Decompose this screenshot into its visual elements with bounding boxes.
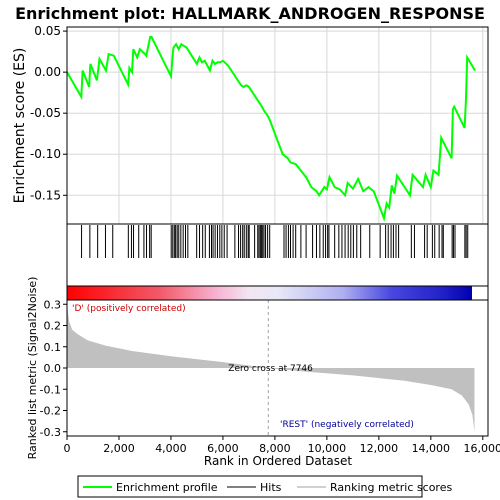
top-y-tick-label: 0.00 — [34, 65, 61, 79]
x-tick-label: 8,000 — [259, 442, 291, 455]
legend-entry-hits: Hits — [260, 481, 282, 494]
top-y-tick-label: -0.05 — [30, 106, 61, 120]
x-tick-label: 16,000 — [464, 442, 500, 455]
top-y-tick-label: -0.10 — [30, 147, 61, 161]
x-axis-label: Rank in Ordered Dataset — [204, 454, 352, 468]
bottom-y-tick-label: -0.3 — [40, 426, 61, 439]
legend-entry-profile: Enrichment profile — [116, 481, 218, 494]
zero-cross-label: Zero cross at 7746 — [228, 364, 313, 374]
bottom-y-axis-label: Ranked list metric (Signal2Noise) — [26, 277, 39, 460]
x-ticks: 0 2,000 4,000 6,000 8,000 10,000 12,000 14,000 1… — [64, 436, 500, 455]
top-y-tick-label: -0.15 — [30, 188, 61, 202]
x-tick-label: 10,000 — [308, 442, 347, 455]
bottom-y-ticks: 0.3 0.2 0.1 0.0 -0.1 -0.2 -0.3 — [40, 298, 67, 439]
hits-panel — [81, 225, 469, 258]
bottom-y-tick-label: 0.3 — [44, 298, 62, 311]
x-tick-label: 4,000 — [155, 442, 187, 455]
x-tick-label: 12,000 — [360, 442, 399, 455]
x-tick-label: 6,000 — [207, 442, 239, 455]
legend: Enrichment profile Hits Ranking metric s… — [77, 475, 452, 498]
bottom-y-tick-label: 0.1 — [44, 341, 62, 354]
negative-correlated-label: 'REST' (negatively correlated) — [280, 420, 414, 430]
legend-entry-metric: Ranking metric scores — [330, 481, 452, 494]
ranking-metric-area — [67, 304, 475, 432]
enrichment-profile-line — [66, 35, 476, 223]
bottom-y-tick-label: -0.2 — [40, 405, 61, 418]
bottom-y-tick-label: -0.1 — [40, 383, 61, 396]
x-tick-label: 0 — [64, 442, 71, 455]
bottom-y-tick-label: 0.2 — [44, 320, 62, 333]
x-tick-label: 14,000 — [412, 442, 451, 455]
x-tick-label: 2,000 — [103, 442, 135, 455]
positive-correlated-label: 'D' (positively correlated) — [72, 304, 186, 314]
rank-color-bar — [67, 286, 472, 300]
top-y-tick-label: 0.05 — [34, 24, 61, 38]
chart-title: Enrichment plot: HALLMARK_ANDROGEN_RESPO… — [15, 4, 485, 23]
bottom-panel-frame — [66, 299, 489, 437]
top-y-ticks: 0.05 0.00 -0.05 -0.10 -0.15 — [30, 24, 67, 202]
top-y-axis-label: Enrichment score (ES) — [12, 48, 28, 204]
bottom-y-tick-label: 0.0 — [44, 362, 62, 375]
